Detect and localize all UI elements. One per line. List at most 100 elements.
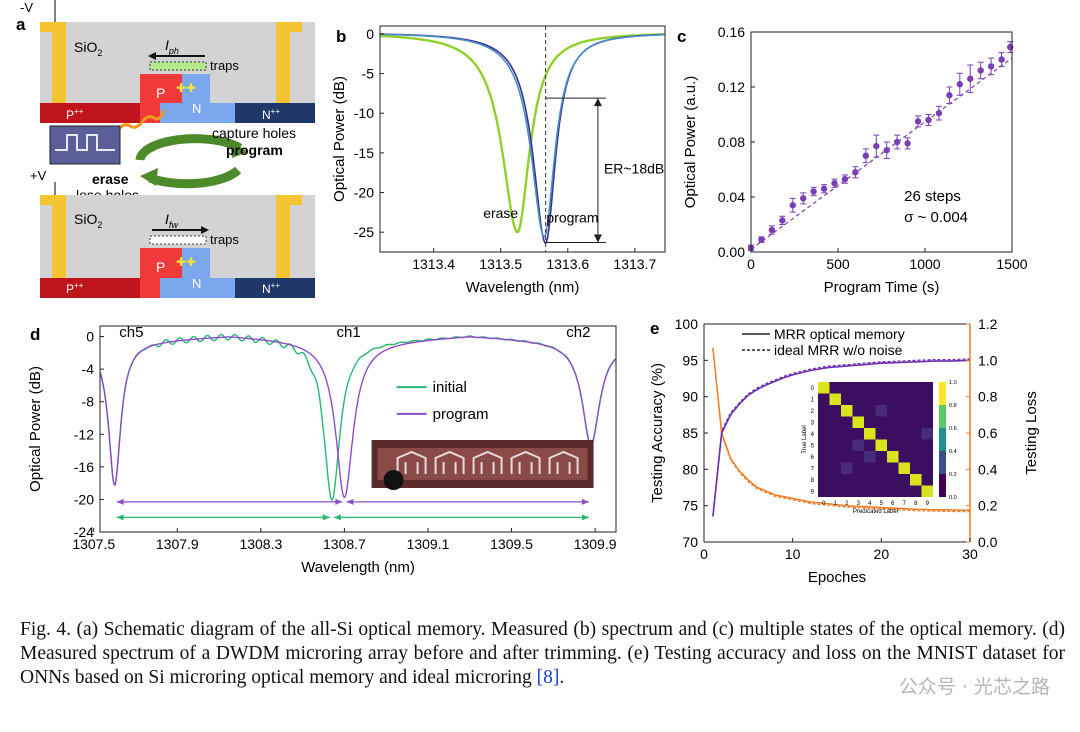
iph-label: Iph xyxy=(165,37,179,56)
sio2-label-top: SiO2 xyxy=(74,39,102,58)
y-tick-label: 95 xyxy=(682,352,698,368)
confusion-row-tick: 2 xyxy=(811,409,815,415)
pp-region-top xyxy=(40,103,140,123)
charge-symbols-bottom: ✚✚ xyxy=(176,255,196,269)
colorbar-tick: 0.0 xyxy=(949,495,957,501)
data-point xyxy=(946,92,953,99)
charge-symbols-top: ✚✚ xyxy=(176,81,196,95)
n-label-top: N xyxy=(192,101,201,116)
confusion-offdiag-cell xyxy=(852,439,864,451)
panel-e-label: e xyxy=(650,319,659,338)
legend-label-program: program xyxy=(433,406,489,423)
panel-d-chart: d ch5 ch1 ch2 initial program 1307.5 1307.9 1308… xyxy=(27,324,617,576)
colorbar-tick: 0.4 xyxy=(949,449,957,455)
device-photo-dark-spot xyxy=(383,469,404,490)
data-point xyxy=(820,185,828,192)
caption-reference-link[interactable]: [8] xyxy=(536,667,560,688)
confusion-col-tick: 9 xyxy=(926,501,930,507)
y-axis-title: Optical Power (dB) xyxy=(331,76,348,202)
y-tick-label: -15 xyxy=(354,145,374,161)
y-tick-label: 0.00 xyxy=(718,244,745,260)
confusion-diagonal-cell xyxy=(875,439,887,451)
confusion-col-tick: 1 xyxy=(834,501,838,507)
n-slab-bottom xyxy=(160,278,235,298)
colorbar-segment xyxy=(939,451,946,474)
y-axis-title: Testing Accuracy (%) xyxy=(649,363,666,503)
arrowhead-right xyxy=(322,514,330,521)
device-photo-electrode xyxy=(396,450,427,474)
data-point xyxy=(862,152,870,159)
confusion-col-tick: 7 xyxy=(903,501,907,507)
iph-arrowhead xyxy=(148,52,156,60)
confusion-col-tick: 5 xyxy=(880,501,884,507)
legend-label-initial: initial xyxy=(433,379,467,396)
confusion-x-title: Predicated Label xyxy=(853,509,898,515)
cycle-arrowhead-top xyxy=(230,140,248,158)
confusion-diagonal-cell xyxy=(829,393,841,405)
y2-tick-label: 1.2 xyxy=(978,316,998,332)
confusion-col-tick: 0 xyxy=(822,501,826,507)
y-tick-label: -25 xyxy=(354,224,374,240)
metal-right-top xyxy=(276,22,290,105)
npp-label-top: N++ xyxy=(262,107,280,122)
y2-tick-label: 0.4 xyxy=(978,461,998,477)
erase-annotation: erase xyxy=(483,205,518,221)
program-label-a: program xyxy=(226,142,283,158)
npp-region-top xyxy=(235,103,315,123)
y-tick-label: -20 xyxy=(74,491,94,507)
x-tick-label: 1309.9 xyxy=(574,536,617,552)
metal-left-top xyxy=(52,22,66,105)
linear-fit-line xyxy=(750,57,1013,250)
y-axis-title: Optical Power (a.u.) xyxy=(682,76,699,209)
confusion-col-tick: 6 xyxy=(891,501,895,507)
data-point xyxy=(873,142,880,150)
light-wave xyxy=(116,109,166,131)
neg-v-label: -V xyxy=(20,0,33,15)
confusion-offdiag-cell xyxy=(864,451,876,463)
data-point xyxy=(800,195,807,202)
figure-caption: Fig. 4. (a) Schematic diagram of the all… xyxy=(20,618,1065,690)
data-point xyxy=(789,202,796,209)
y-tick-label: 0.12 xyxy=(718,79,745,95)
er-arrowhead-top xyxy=(593,98,602,107)
confusion-row-tick: 8 xyxy=(811,478,815,484)
data-point xyxy=(977,67,984,74)
data-point xyxy=(998,56,1005,63)
erase-label-a: erase xyxy=(92,171,129,187)
x-axis-title: Wavelength (nm) xyxy=(466,279,580,296)
plot-frame xyxy=(379,25,666,253)
x-axis-title: Epoches xyxy=(808,569,866,586)
x-tick-label: 1307.5 xyxy=(72,536,115,552)
arrowhead-left xyxy=(116,498,124,505)
channel-label: ch5 xyxy=(119,324,143,341)
cycle-arrowhead-bottom xyxy=(140,168,158,186)
x-tick-label: 1500 xyxy=(996,256,1027,272)
x-tick-label: 1313.5 xyxy=(479,256,522,272)
confusion-col-tick: 2 xyxy=(845,501,849,507)
y-tick-label: 0 xyxy=(366,26,374,42)
confusion-diagonal-cell xyxy=(910,474,922,486)
legend-label-ideal: ideal MRR w/o noise xyxy=(774,342,903,358)
caption-text: Fig. 4. (a) Schematic diagram of the all… xyxy=(20,619,1065,688)
confusion-row-tick: 7 xyxy=(811,466,815,472)
x-tick-label: 1313.4 xyxy=(412,256,455,272)
accuracy-line-mrr xyxy=(712,359,971,517)
x-tick-label: 1308.3 xyxy=(239,536,282,552)
y-tick-label: -20 xyxy=(354,185,374,201)
x-tick-label: 1313.6 xyxy=(546,256,589,272)
colorbar-tick: 0.6 xyxy=(949,426,957,432)
capture-holes-label: capture holes xyxy=(212,125,296,141)
data-point xyxy=(925,116,932,124)
x-axis-title: Program Time (s) xyxy=(824,279,940,296)
data-point xyxy=(935,109,943,117)
traps-label-top: traps xyxy=(210,58,239,73)
device-photo-electrode xyxy=(434,450,465,474)
ifw-arrowhead xyxy=(201,226,209,234)
panel-b-label: b xyxy=(336,27,346,46)
ifw-label: Ifw xyxy=(165,211,178,230)
confusion-row-tick: 4 xyxy=(811,432,815,438)
x-tick-label: 0 xyxy=(700,546,708,562)
confusion-diagonal-cell xyxy=(818,382,830,394)
panel-c-label: c xyxy=(677,27,686,46)
